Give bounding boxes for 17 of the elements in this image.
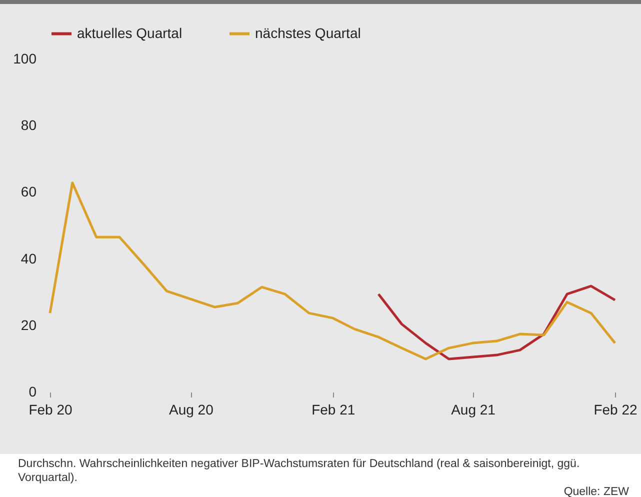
y-tick-label: 40 bbox=[20, 250, 37, 266]
x-tick-label: Aug 20 bbox=[168, 402, 214, 418]
y-tick-label: 100 bbox=[13, 50, 37, 66]
y-tick-label: 20 bbox=[20, 316, 37, 333]
legend-label: aktuelles Quartal bbox=[77, 24, 182, 41]
x-tick-label: Feb 22 bbox=[594, 402, 638, 418]
text: Durchschn. Wahrscheinlichkeiten negativer BIP-Wachstumsraten für Deutschland (real & saisonbereinigt, ggü. Vorquartal). bbox=[18, 457, 581, 485]
x-tick-label: Aug 21 bbox=[451, 402, 496, 418]
x-tick-label: Feb 21 bbox=[312, 402, 356, 418]
line-series bbox=[377, 284, 616, 360]
x-tick-label: Feb 20 bbox=[28, 402, 73, 418]
line-series bbox=[48, 182, 616, 360]
y-tick-label: 0 bbox=[28, 384, 37, 400]
legend-label: nächstes Quartal bbox=[255, 24, 361, 41]
source-note: Quelle: ZEW bbox=[562, 485, 629, 497]
y-tick-label: 80 bbox=[20, 117, 37, 134]
y-tick-label: 60 bbox=[20, 184, 37, 200]
